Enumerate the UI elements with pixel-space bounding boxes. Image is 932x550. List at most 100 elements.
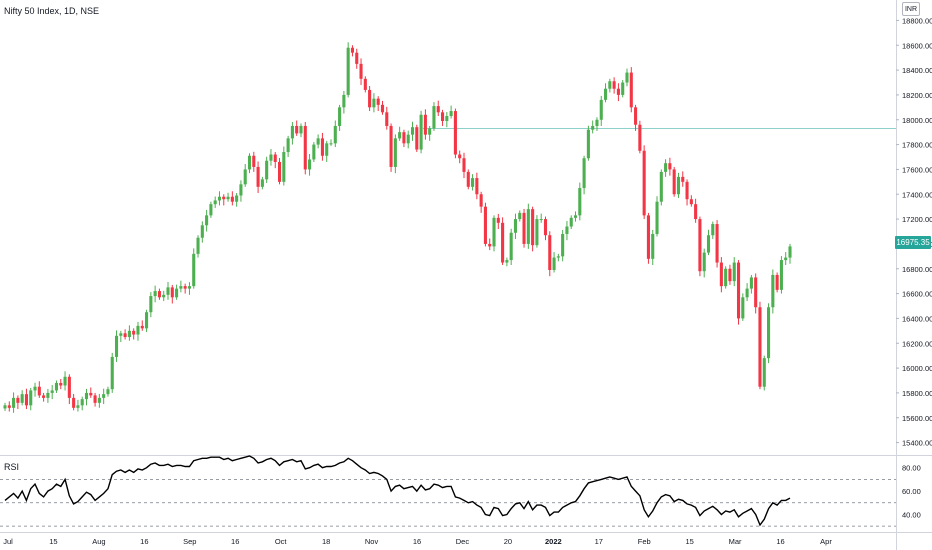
candle-body xyxy=(24,394,28,406)
candle-body xyxy=(226,196,230,200)
candle-body xyxy=(569,217,573,227)
candle-body xyxy=(222,196,226,200)
price-tick-label: 17600.00 xyxy=(902,165,932,174)
candle-body xyxy=(526,209,530,244)
candle-body xyxy=(106,389,110,395)
candle-body xyxy=(599,99,603,120)
candle-body xyxy=(93,395,97,403)
candle-body xyxy=(702,252,706,272)
candle-body xyxy=(552,257,556,270)
candle-body xyxy=(286,138,290,153)
candle-body xyxy=(432,106,436,129)
candle-body xyxy=(350,47,355,53)
candle-body xyxy=(419,114,423,150)
candle-body xyxy=(342,94,346,108)
candle-body xyxy=(668,163,672,170)
candle-body xyxy=(209,204,213,216)
candle-body xyxy=(273,154,277,162)
candle-body xyxy=(638,124,642,151)
candle-body xyxy=(595,119,599,126)
candle-body xyxy=(102,394,106,398)
time-tick-label: Aug xyxy=(92,537,105,546)
price-tick-label: 15400.00 xyxy=(902,439,932,448)
chart-title: Nifty 50 Index, 1D, NSE xyxy=(4,6,100,16)
currency-button[interactable]: INR xyxy=(902,2,920,16)
candle-body xyxy=(779,260,783,290)
candle-body xyxy=(513,219,518,233)
candle-body xyxy=(505,260,509,263)
candle-body xyxy=(299,125,303,134)
candle-body xyxy=(428,128,432,135)
price-axis[interactable]: 15400.00 15600.00 15800.00 16000.00 16200.00… xyxy=(896,16,932,448)
candle-body xyxy=(629,72,633,108)
candle-body xyxy=(531,209,535,246)
price-tick-label: 15800.00 xyxy=(902,389,932,398)
candle-body xyxy=(578,188,582,216)
candle-body xyxy=(415,127,419,150)
time-tick-label: Dec xyxy=(456,537,470,546)
time-tick-label: 18 xyxy=(322,537,330,546)
candle-body xyxy=(423,114,427,135)
candle-body xyxy=(496,217,500,223)
rsi-axis[interactable]: 40.00 60.00 80.00 xyxy=(902,464,921,520)
candle-body xyxy=(325,143,329,156)
candle-body xyxy=(698,219,702,272)
candle-body xyxy=(277,161,282,182)
candlestick-series xyxy=(3,42,792,413)
candle-body xyxy=(445,116,449,121)
candle-body xyxy=(449,111,453,117)
candle-body xyxy=(604,88,608,100)
candle-body xyxy=(440,112,445,121)
candle-body xyxy=(642,150,646,216)
candle-body xyxy=(672,169,676,195)
candle-body xyxy=(42,395,46,398)
candle-body xyxy=(243,169,247,185)
candle-body xyxy=(376,98,380,105)
candle-body xyxy=(140,325,144,329)
candle-body xyxy=(97,397,101,403)
candle-body xyxy=(196,237,200,254)
candle-body xyxy=(200,225,204,238)
candle-body xyxy=(187,286,191,289)
candle-body xyxy=(50,390,54,393)
candle-body xyxy=(501,222,505,263)
candle-body xyxy=(715,224,719,263)
candle-body xyxy=(706,235,711,253)
price-tick-label: 16000.00 xyxy=(902,364,932,373)
candle-body xyxy=(385,112,389,126)
candle-body xyxy=(89,392,93,396)
time-axis[interactable]: Jul 15 Aug 16 Sep 16 Oct 18 Nov 16 Dec 20 2022 17 Feb 1… xyxy=(3,537,832,546)
candle-body xyxy=(732,262,736,282)
candle-body xyxy=(685,181,689,200)
candle-body xyxy=(162,294,166,298)
candle-body xyxy=(479,194,483,207)
price-tick-label: 17200.00 xyxy=(902,215,932,224)
candle-body xyxy=(316,138,320,145)
candle-body xyxy=(355,52,359,64)
time-tick-label: 15 xyxy=(49,537,57,546)
time-tick-label: Oct xyxy=(275,537,288,546)
candle-body xyxy=(410,127,415,135)
price-tick-label: 18400.00 xyxy=(902,66,932,75)
candle-body xyxy=(3,405,7,409)
candle-body xyxy=(646,215,650,259)
rsi-indicator-label[interactable]: RSI xyxy=(4,462,20,472)
candle-body xyxy=(303,125,307,170)
candle-body xyxy=(436,106,440,113)
candle-body xyxy=(689,199,693,205)
candle-body xyxy=(471,178,475,187)
candle-body xyxy=(724,268,728,287)
candle-body xyxy=(771,274,775,308)
price-tick-label: 16200.00 xyxy=(902,339,932,348)
candle-body xyxy=(72,397,76,408)
candle-body xyxy=(123,333,127,338)
candle-body xyxy=(166,287,170,295)
candle-body xyxy=(676,176,681,195)
candle-body xyxy=(256,166,260,187)
candle-body xyxy=(114,335,119,357)
candle-body xyxy=(290,125,294,139)
price-tick-label: 18800.00 xyxy=(902,16,932,25)
candle-body xyxy=(333,125,337,144)
